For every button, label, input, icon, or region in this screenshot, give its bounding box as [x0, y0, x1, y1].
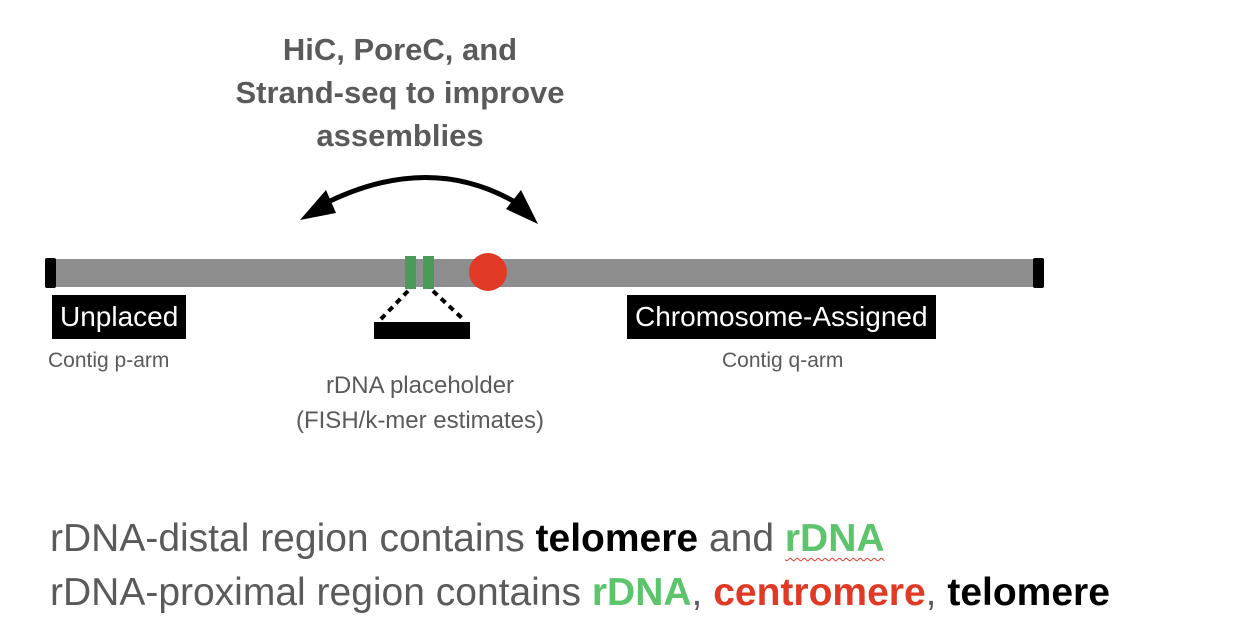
- unplaced-label: Unplaced: [52, 295, 187, 339]
- double-headed-arrow-icon: [300, 175, 538, 224]
- centromere-icon: [469, 253, 507, 291]
- summary-line-2: rDNA-proximal region contains rDNA, cent…: [50, 570, 1110, 616]
- heading-line-1: HiC, PoreC, and: [282, 32, 518, 67]
- contig-q-arm-caption: Contig q-arm: [722, 349, 844, 372]
- heading-line-2: Strand-seq to improve: [235, 75, 565, 110]
- keyword-telomere: telomere: [947, 571, 1110, 614]
- summary-line-1: rDNA-distal region contains telomere and…: [50, 516, 885, 562]
- telomere-left-icon: [45, 258, 56, 288]
- rdna-placeholder-line-2: (FISH/k-mer estimates): [295, 407, 544, 434]
- keyword-rdna: rDNA: [591, 571, 692, 614]
- summary-line-1-prefix: rDNA-distal region contains: [50, 517, 536, 560]
- rdna-band-1: [405, 256, 416, 289]
- chromosome-bar: [48, 259, 1044, 287]
- summary-line-1-and: and: [698, 517, 785, 560]
- summary-comma: ,: [925, 571, 948, 614]
- rdna-placeholder-caption: rDNA placeholder (FISH/k-mer estimates): [250, 368, 590, 438]
- summary-line-2-prefix: rDNA-proximal region contains: [50, 571, 592, 614]
- rdna-placeholder-line-1: rDNA placeholder: [325, 372, 515, 399]
- heading: HiC, PoreC, and Strand-seq to improve as…: [180, 28, 620, 157]
- summary-comma: ,: [691, 571, 714, 614]
- rdna-band-2: [423, 256, 434, 289]
- placeholder-bracket-icon: [374, 289, 470, 339]
- keyword-rdna: rDNA: [784, 517, 885, 560]
- telomere-right-icon: [1033, 258, 1044, 288]
- contig-p-arm-caption: Contig p-arm: [48, 349, 170, 372]
- chromosome-assigned-label: Chromosome-Assigned: [627, 295, 936, 339]
- heading-line-3: assemblies: [316, 118, 484, 153]
- keyword-telomere: telomere: [535, 517, 699, 560]
- keyword-centromere: centromere: [713, 571, 926, 614]
